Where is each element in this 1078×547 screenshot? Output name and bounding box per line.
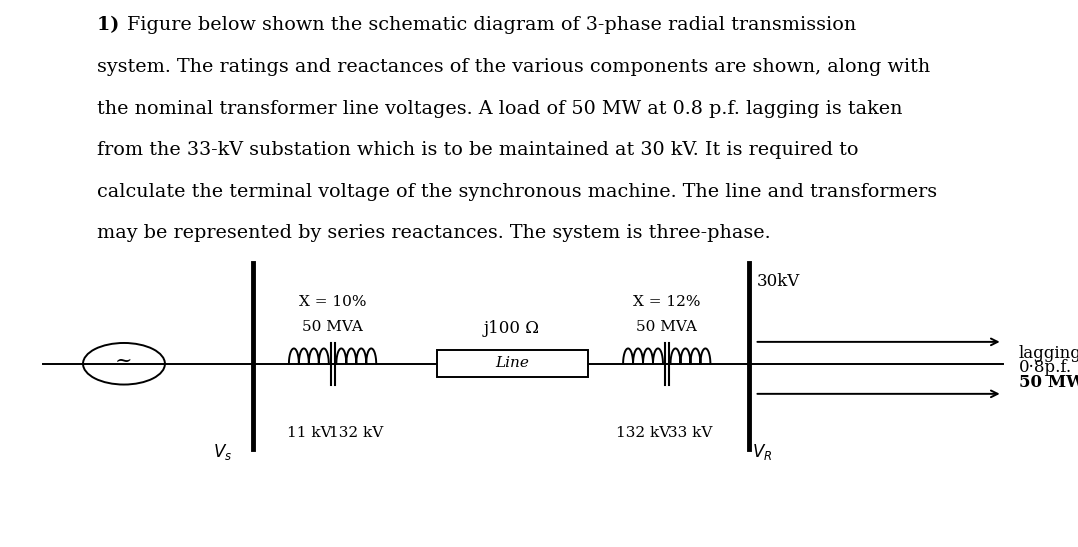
Text: Line: Line (495, 356, 529, 370)
Text: may be represented by series reactances. The system is three-phase.: may be represented by series reactances.… (97, 224, 771, 242)
Text: 11 kV: 11 kV (287, 426, 331, 440)
Text: 132 kV: 132 kV (616, 426, 671, 440)
Text: 50 MW: 50 MW (1019, 374, 1078, 391)
Text: calculate the terminal voltage of the synchronous machine. The line and transfor: calculate the terminal voltage of the sy… (97, 183, 937, 201)
Bar (437, 350, 588, 377)
Text: j100 Ω: j100 Ω (484, 320, 540, 337)
Text: system. The ratings and reactances of the various components are shown, along wi: system. The ratings and reactances of th… (97, 58, 930, 76)
Text: 0·8p.f.: 0·8p.f. (1019, 359, 1072, 376)
Text: 50 MVA: 50 MVA (302, 320, 363, 334)
Text: 30kV: 30kV (757, 274, 800, 290)
Text: $V_s$: $V_s$ (212, 442, 232, 462)
Text: X = 10%: X = 10% (299, 295, 367, 310)
Text: X = 12%: X = 12% (633, 295, 701, 310)
Text: lagging: lagging (1019, 345, 1078, 362)
Text: $V_R$: $V_R$ (752, 442, 773, 462)
Text: 132 kV: 132 kV (329, 426, 384, 440)
Text: the nominal transformer line voltages. A load of 50 MW at 0.8 p.f. lagging is ta: the nominal transformer line voltages. A… (97, 100, 902, 118)
Text: ~: ~ (115, 352, 133, 370)
Text: 1): 1) (97, 16, 126, 34)
Text: 33 kV: 33 kV (668, 426, 713, 440)
Text: from the 33-kV substation which is to be maintained at 30 kV. It is required to: from the 33-kV substation which is to be… (97, 141, 858, 159)
Text: 50 MVA: 50 MVA (636, 320, 697, 334)
Text: Figure below shown the schematic diagram of 3-phase radial transmission: Figure below shown the schematic diagram… (127, 16, 856, 34)
